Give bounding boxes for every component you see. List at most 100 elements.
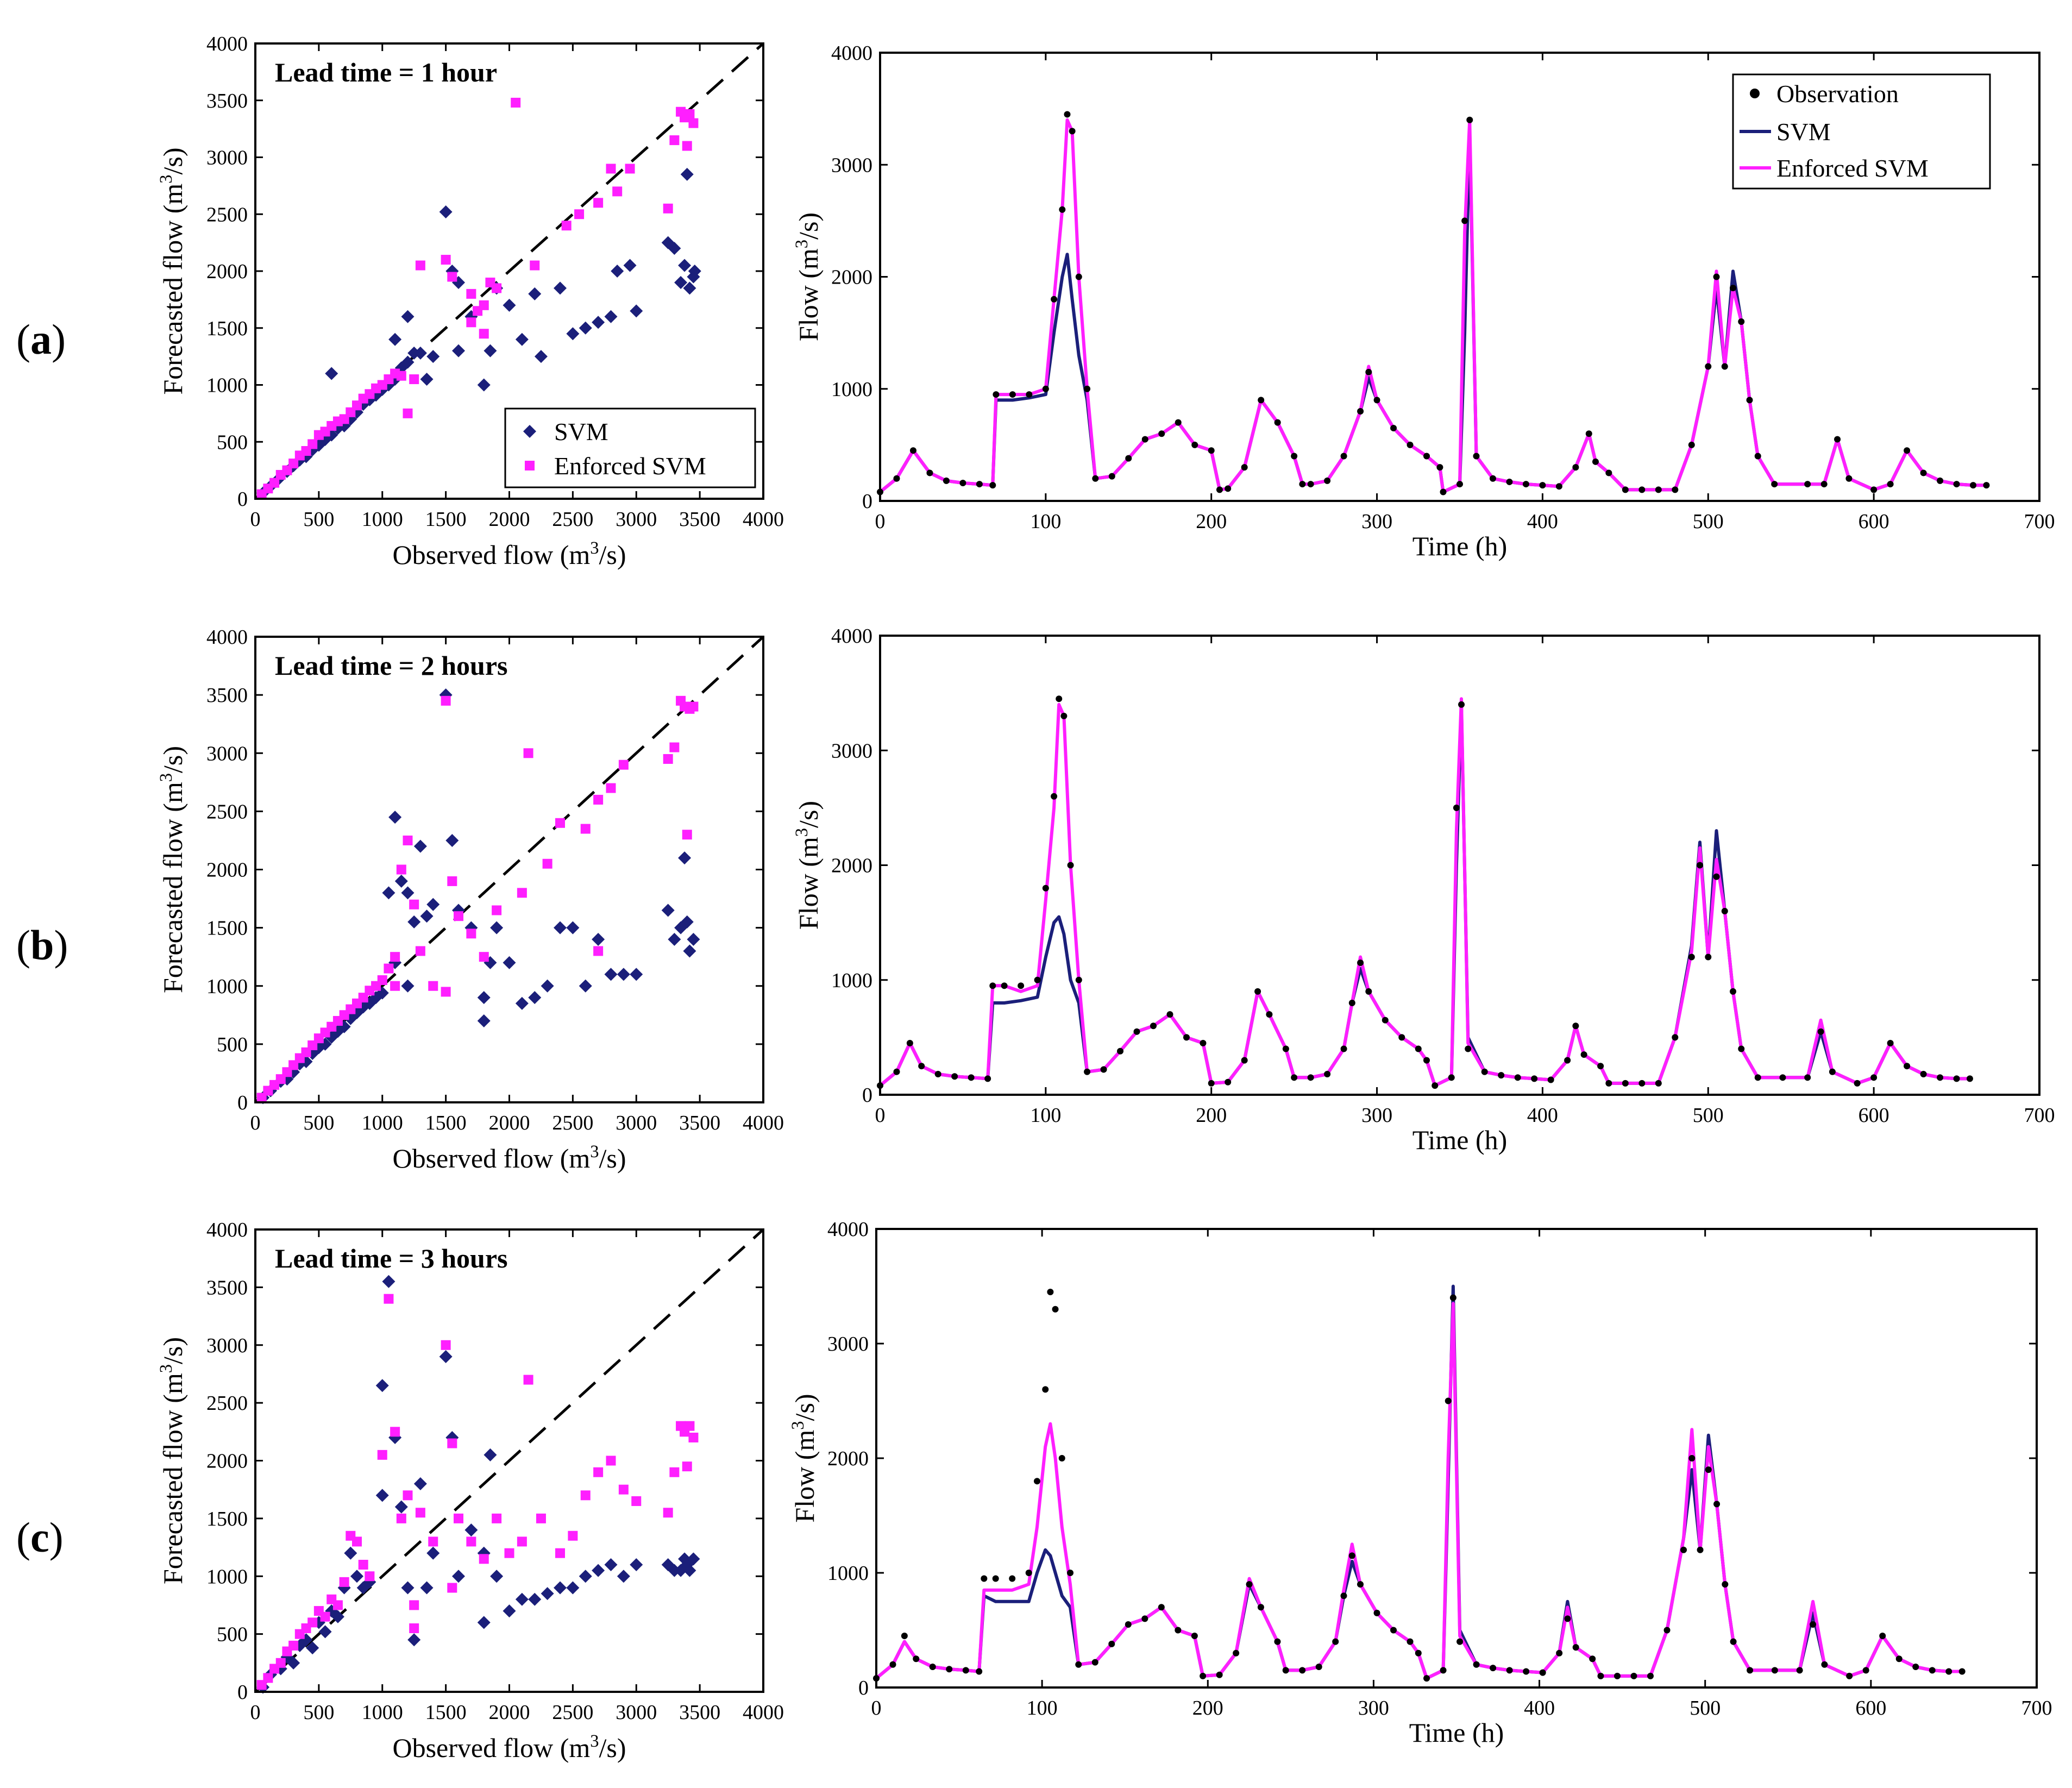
x-tick-label: 2000	[489, 508, 530, 531]
observation-point	[1125, 1621, 1132, 1628]
observation-point	[1200, 1039, 1207, 1046]
observation-point	[1092, 475, 1099, 482]
svm-point	[426, 1546, 440, 1560]
observation-point	[1771, 1667, 1778, 1674]
y-tick-label: 500	[217, 431, 248, 454]
observation-point	[1423, 453, 1430, 460]
svm-point	[630, 304, 643, 318]
svm-point	[503, 1604, 516, 1618]
legend-box	[504, 407, 756, 488]
svm-point	[464, 1523, 478, 1537]
observation-point	[1506, 1667, 1513, 1674]
enforced-svm-point	[663, 1508, 673, 1518]
observation-point	[943, 477, 950, 484]
observation-point	[1340, 453, 1347, 460]
enforced-svm-point	[536, 1513, 546, 1523]
enforced-svm-point	[390, 952, 400, 962]
observation-point	[1175, 1627, 1182, 1634]
x-tick-label: 1500	[425, 1112, 467, 1134]
svm-point	[452, 1570, 465, 1583]
svm-point	[630, 968, 643, 981]
observation-point	[1592, 458, 1599, 465]
x-tick-label: 1000	[362, 1701, 403, 1724]
enforced-svm-point	[466, 288, 476, 299]
observation-point	[1539, 482, 1546, 489]
observation-point	[929, 1664, 936, 1671]
observation-point	[1282, 1667, 1289, 1674]
observation-point	[1246, 1581, 1253, 1588]
legend-box	[1732, 73, 1991, 190]
x-tick-label: 500	[1693, 510, 1724, 533]
enforced-svm-point	[574, 209, 585, 219]
svm-point	[325, 367, 338, 380]
y-axis-label: Flow (m3/s)	[792, 801, 824, 930]
observation-point	[1208, 447, 1215, 454]
enforced-svm-point	[384, 1294, 394, 1304]
y-tick-label: 4000	[831, 42, 872, 65]
observation-point	[1887, 1039, 1894, 1046]
observation-point	[1340, 1045, 1347, 1052]
observation-point	[1440, 1667, 1447, 1674]
observation-point	[1075, 273, 1082, 280]
observation-point	[1705, 953, 1712, 961]
enforced-svm-point	[685, 109, 695, 119]
series-enforced-svm	[256, 695, 699, 1103]
observation-point	[1834, 436, 1841, 443]
y-tick-label: 500	[217, 1623, 248, 1646]
svm-point	[375, 1379, 389, 1392]
observation-series	[877, 695, 1973, 1089]
svm-point	[401, 1581, 415, 1595]
x-tick-label: 500	[1690, 1697, 1721, 1720]
y-tick-label: 3000	[831, 739, 872, 762]
y-tick-label: 3000	[206, 1334, 248, 1357]
observation-point	[1058, 1455, 1065, 1461]
legend-observation-marker	[1750, 89, 1760, 98]
svm-point	[623, 259, 637, 272]
observation-point	[993, 391, 1000, 398]
enforced-svm-line	[879, 118, 1987, 494]
enforced-svm-point	[593, 198, 604, 208]
observation-point	[1042, 385, 1049, 392]
observation-point	[1456, 481, 1463, 488]
y-tick-label: 500	[217, 1033, 248, 1056]
enforced-svm-point	[332, 1600, 343, 1610]
y-tick-label: 2000	[206, 859, 248, 882]
observation-point	[1158, 1604, 1165, 1611]
y-tick-label: 3500	[206, 684, 248, 707]
enforced-svm-point	[479, 1554, 489, 1564]
svm-point	[611, 265, 624, 278]
svm-point	[668, 933, 681, 946]
observation-point	[1018, 982, 1025, 989]
observation-point	[1254, 988, 1261, 995]
enforced-svm-point	[307, 1617, 318, 1628]
observation-point	[1052, 1306, 1059, 1313]
observation-point	[1572, 1022, 1579, 1030]
observation-point	[1324, 477, 1331, 484]
svm-point	[344, 1546, 357, 1560]
observation-point	[1274, 419, 1281, 426]
observation-point	[1613, 1672, 1621, 1679]
observation-point	[962, 1667, 969, 1674]
enforced-svm-point	[504, 1548, 514, 1558]
enforced-svm-point	[682, 141, 692, 151]
observation-point	[1638, 1080, 1646, 1087]
svm-point	[318, 1625, 332, 1639]
y-tick-label: 3000	[206, 742, 248, 765]
observation-point	[1771, 481, 1778, 488]
observation-point	[1453, 804, 1460, 811]
observation-point	[1804, 1074, 1811, 1081]
x-tick-label: 100	[1027, 1697, 1058, 1720]
y-tick-label: 0	[237, 1681, 248, 1704]
observation-point	[1034, 976, 1041, 983]
enforced-svm-point	[447, 1438, 457, 1448]
y-axis-label: Forecasted flow (m3/s)	[156, 1337, 188, 1584]
svm-point	[503, 956, 516, 969]
x-tick-label: 500	[303, 1112, 334, 1134]
observation-point	[1937, 1074, 1944, 1081]
y-tick-label: 1000	[206, 374, 248, 397]
observation-point	[909, 447, 916, 454]
svm-point	[490, 1570, 504, 1583]
enforced-svm-point	[618, 760, 629, 770]
enforced-svm-point	[428, 1536, 438, 1547]
